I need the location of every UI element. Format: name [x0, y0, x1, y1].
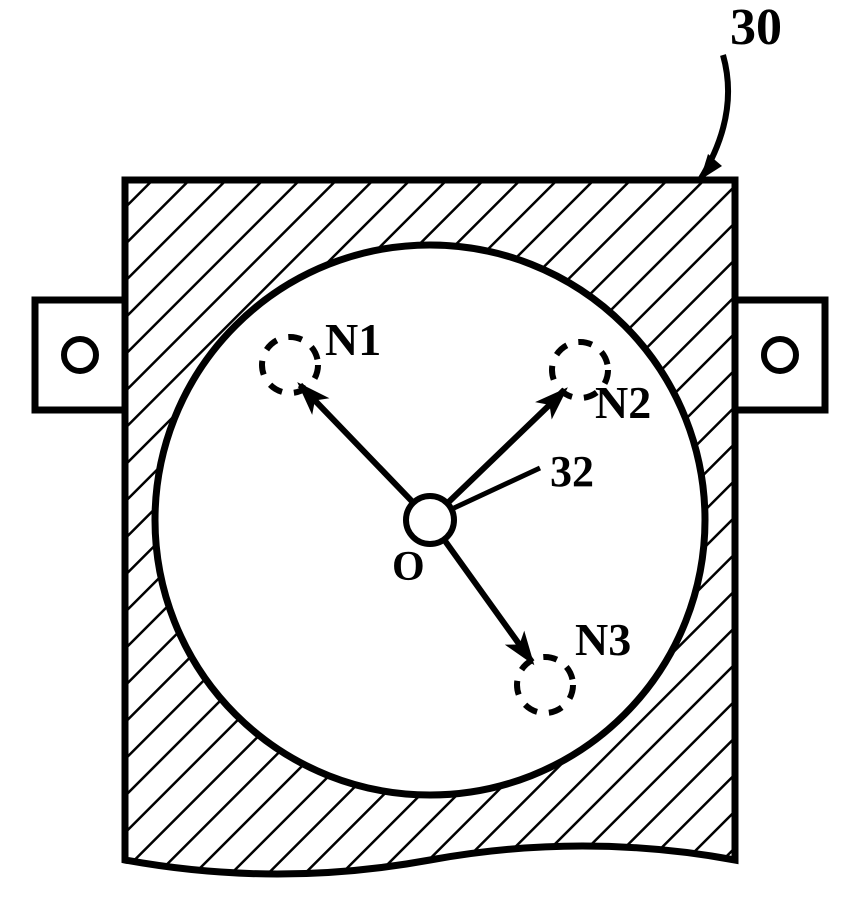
center-pivot	[406, 496, 454, 544]
diagram-canvas: N1 N2 N3 O 32 30	[0, 0, 863, 922]
label-32: 32	[550, 447, 594, 496]
label-30: 30	[730, 0, 782, 56]
center-label: O	[392, 544, 425, 590]
label-n3: N3	[575, 614, 631, 665]
label-n1: N1	[325, 314, 381, 365]
label-n2: N2	[595, 377, 651, 428]
